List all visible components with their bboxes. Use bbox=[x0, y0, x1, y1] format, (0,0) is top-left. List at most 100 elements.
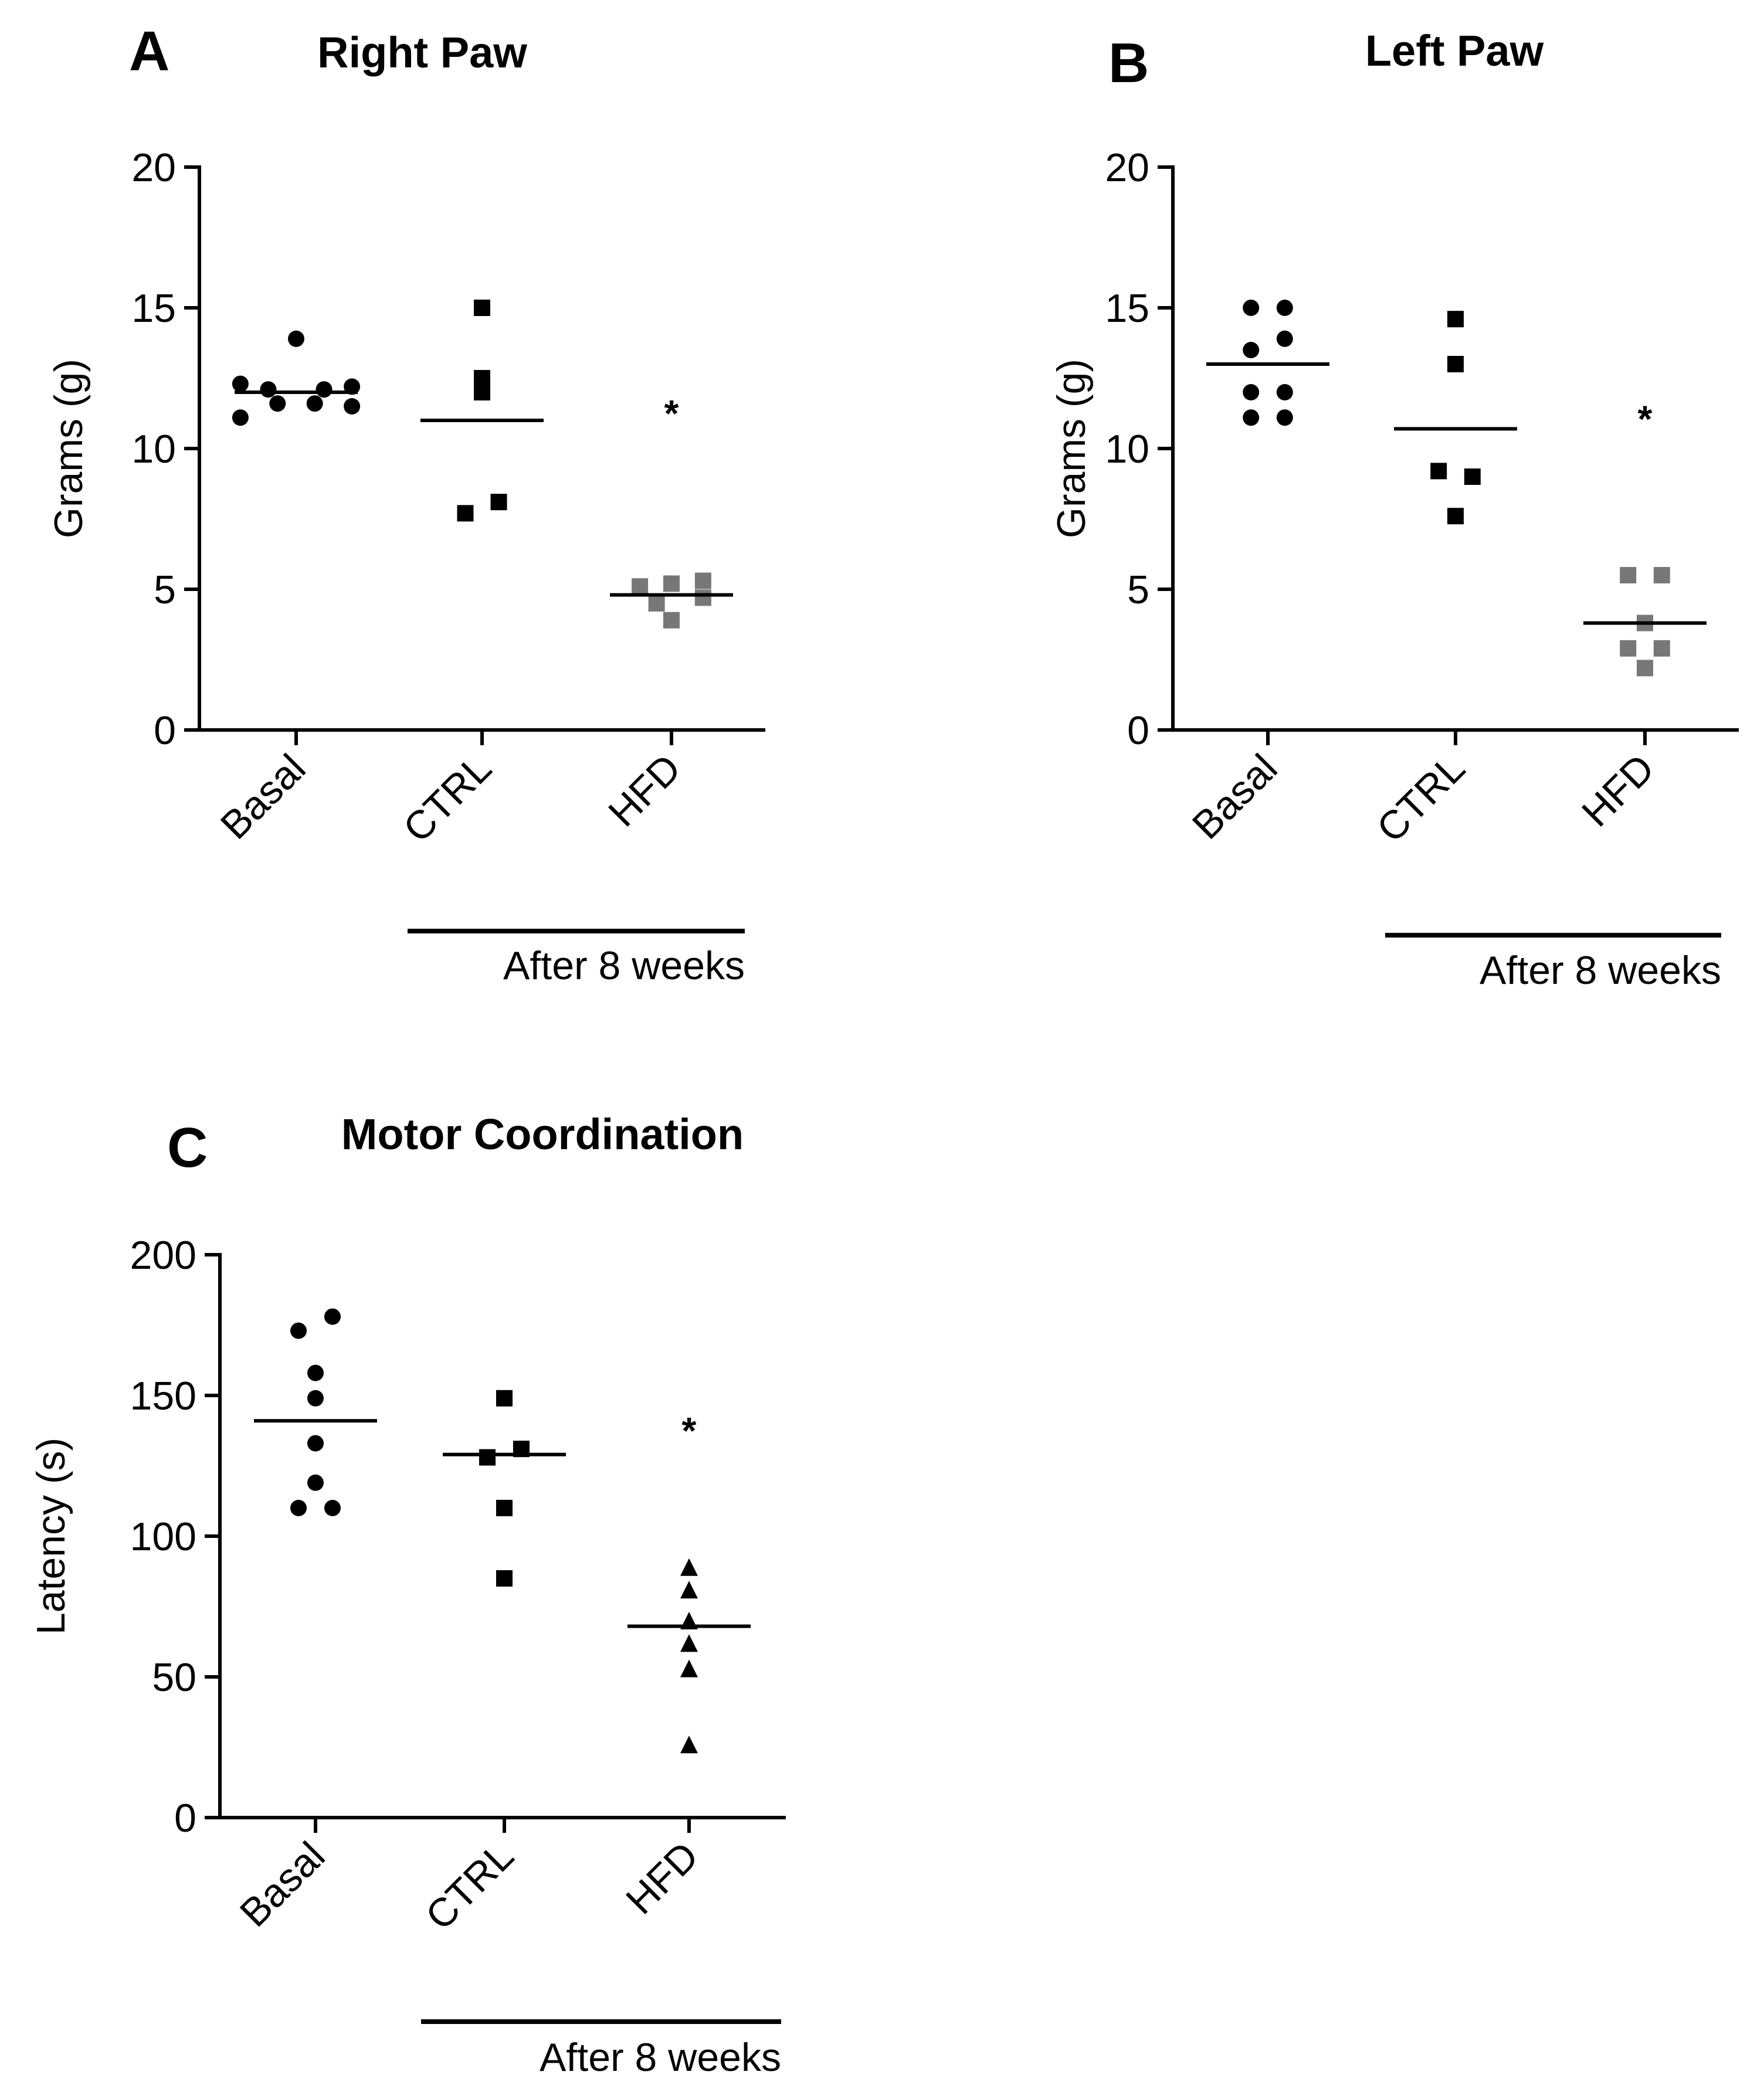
data-point bbox=[457, 505, 474, 522]
series-ctrl bbox=[420, 300, 544, 522]
data-point bbox=[496, 1500, 513, 1516]
x-tick-label: Basal bbox=[1184, 746, 1286, 848]
y-tick-label: 0 bbox=[154, 708, 176, 753]
x-tick-label: Basal bbox=[232, 1833, 334, 1935]
data-point bbox=[1276, 409, 1293, 426]
data-point bbox=[344, 398, 361, 415]
data-point bbox=[1447, 356, 1464, 372]
x-tick-label: HFD bbox=[618, 1833, 707, 1923]
data-point bbox=[479, 1449, 496, 1466]
significance-marker: * bbox=[664, 392, 679, 434]
data-point bbox=[1276, 330, 1293, 347]
data-point bbox=[632, 578, 649, 595]
data-point bbox=[648, 595, 665, 612]
x-tick-label: Basal bbox=[212, 746, 314, 848]
data-point bbox=[694, 572, 711, 589]
data-point bbox=[1653, 640, 1670, 657]
data-point bbox=[269, 395, 286, 412]
y-tick-label: 100 bbox=[130, 1514, 196, 1559]
data-point bbox=[306, 395, 323, 412]
x-tick-label: HFD bbox=[600, 746, 690, 836]
series-ctrl bbox=[443, 1390, 566, 1587]
panel-a: A Right Paw 0 5 10 15 20 Grams (g) Basal CTRL HFD *… bbox=[46, 20, 765, 988]
data-point bbox=[1447, 311, 1464, 328]
data-point bbox=[694, 589, 711, 606]
chart-title: Motor Coordination bbox=[341, 1110, 744, 1159]
data-point bbox=[307, 1390, 324, 1407]
chart-title: Left Paw bbox=[1365, 26, 1544, 75]
data-point bbox=[1620, 567, 1637, 583]
data-point bbox=[232, 375, 249, 392]
data-point bbox=[680, 1659, 698, 1677]
series-basal bbox=[1206, 300, 1329, 426]
series-hfd bbox=[1583, 567, 1707, 677]
data-point bbox=[1276, 384, 1293, 400]
data-point bbox=[680, 1736, 698, 1754]
y-tick-label: 5 bbox=[1127, 568, 1149, 612]
data-point bbox=[663, 612, 680, 629]
series-hfd bbox=[610, 572, 733, 629]
data-point bbox=[474, 370, 490, 386]
y-tick-label: 15 bbox=[1105, 286, 1149, 331]
data-point bbox=[307, 1435, 324, 1452]
data-point bbox=[496, 1570, 513, 1587]
data-point bbox=[1430, 463, 1447, 480]
y-tick-label: 50 bbox=[152, 1655, 196, 1700]
y-axis-label: Grams (g) bbox=[46, 359, 91, 538]
series-hfd bbox=[627, 1558, 751, 1754]
chart-title: Right Paw bbox=[317, 28, 527, 77]
data-point bbox=[663, 575, 680, 592]
data-point bbox=[260, 381, 277, 398]
data-point bbox=[1653, 567, 1670, 583]
data-point bbox=[474, 300, 490, 316]
data-point bbox=[474, 384, 490, 400]
data-point bbox=[232, 409, 249, 426]
data-point bbox=[680, 1581, 698, 1599]
data-point bbox=[290, 1500, 307, 1516]
y-tick-label: 150 bbox=[130, 1374, 196, 1418]
panel-b: B Left Paw 0 5 10 15 20 Grams (g) Basal CTRL HFD * A… bbox=[1049, 26, 1739, 993]
series-basal bbox=[232, 330, 361, 426]
data-point bbox=[1637, 660, 1653, 677]
significance-marker: * bbox=[682, 1410, 697, 1452]
y-tick-label: 0 bbox=[1127, 708, 1149, 753]
x-tick-label: HFD bbox=[1573, 746, 1663, 836]
data-point bbox=[288, 330, 304, 347]
group-label: After 8 weeks bbox=[503, 943, 745, 988]
x-tick-label: CTRL bbox=[395, 746, 500, 851]
x-tick-label: CTRL bbox=[1368, 746, 1473, 851]
data-point bbox=[1243, 342, 1260, 358]
group-label: After 8 weeks bbox=[1480, 948, 1721, 993]
panel-c: C Motor Coordination 0 50 100 150 200 Latency (… bbox=[29, 1110, 786, 2080]
y-tick-label: 10 bbox=[1105, 427, 1149, 471]
y-tick-label: 10 bbox=[131, 427, 176, 471]
y-axis-label: Grams (g) bbox=[1049, 359, 1094, 538]
panel-letter: B bbox=[1108, 32, 1149, 94]
data-point bbox=[307, 1474, 324, 1491]
data-point bbox=[1620, 640, 1637, 657]
y-tick-label: 0 bbox=[174, 1796, 196, 1840]
data-point bbox=[1447, 508, 1464, 525]
data-point bbox=[680, 1634, 698, 1652]
y-tick-label: 15 bbox=[131, 286, 176, 331]
data-point bbox=[324, 1500, 341, 1516]
group-label: After 8 weeks bbox=[540, 2035, 781, 2080]
series-basal bbox=[254, 1308, 377, 1516]
y-axis-label: Latency (s) bbox=[29, 1438, 73, 1635]
data-point bbox=[307, 1364, 324, 1381]
x-tick-label: CTRL bbox=[417, 1833, 522, 1938]
y-tick-label: 20 bbox=[131, 145, 176, 190]
y-tick-label: 5 bbox=[154, 568, 176, 612]
data-point bbox=[316, 381, 333, 398]
y-tick-label: 200 bbox=[130, 1233, 196, 1278]
data-point bbox=[680, 1558, 698, 1576]
y-tick-label: 20 bbox=[1105, 145, 1149, 190]
series-ctrl bbox=[1394, 311, 1517, 525]
panel-letter: C bbox=[167, 1116, 208, 1179]
data-point bbox=[1243, 300, 1260, 316]
data-point bbox=[490, 494, 507, 511]
data-point bbox=[1243, 384, 1260, 400]
data-point bbox=[1464, 468, 1481, 485]
data-point bbox=[290, 1322, 307, 1339]
